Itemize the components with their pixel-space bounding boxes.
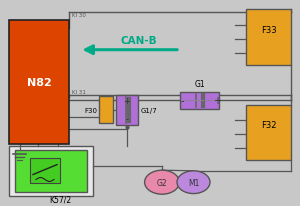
Text: G1: G1 <box>194 80 205 89</box>
Bar <box>180 93 219 109</box>
Bar <box>246 105 291 161</box>
Bar <box>30 159 60 183</box>
Bar <box>99 97 113 124</box>
Bar <box>246 10 291 66</box>
Text: KI 30: KI 30 <box>72 13 86 18</box>
Text: -: - <box>181 96 184 106</box>
Bar <box>116 96 138 126</box>
Text: +: + <box>123 97 130 106</box>
Text: F32: F32 <box>261 120 276 129</box>
Bar <box>15 150 87 192</box>
Text: -: - <box>125 115 128 124</box>
Text: +: + <box>213 96 221 106</box>
Text: N82: N82 <box>27 77 51 87</box>
Bar <box>9 146 93 196</box>
Text: K57/2: K57/2 <box>49 195 71 204</box>
Text: G1/7: G1/7 <box>140 108 157 114</box>
Text: F33: F33 <box>261 25 276 34</box>
Circle shape <box>145 170 179 194</box>
Circle shape <box>177 171 210 194</box>
Text: M1: M1 <box>188 178 199 187</box>
Text: KI 31: KI 31 <box>72 90 86 95</box>
Text: F30: F30 <box>85 107 98 113</box>
Bar <box>9 21 69 144</box>
Text: CAN-B: CAN-B <box>120 35 157 45</box>
Text: G2: G2 <box>157 178 167 187</box>
